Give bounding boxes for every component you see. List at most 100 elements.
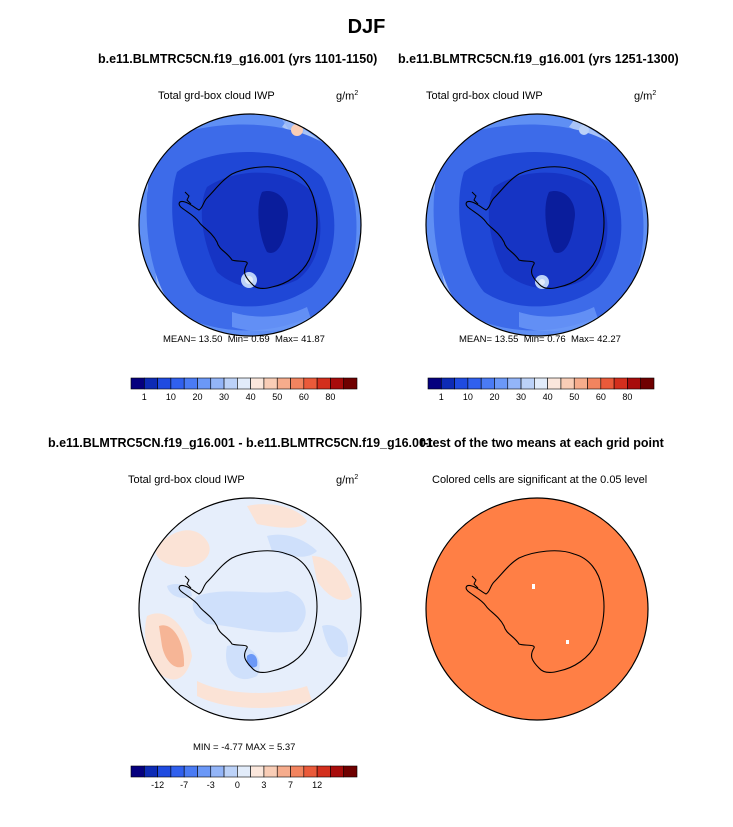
- colorbar-tick-label: 1: [439, 392, 444, 402]
- colorbar-swatch: [237, 377, 251, 390]
- colorbar-tick-label: 40: [543, 392, 553, 402]
- colorbar-swatch: [627, 377, 642, 390]
- panel4-note: Colored cells are significant at the 0.0…: [432, 474, 648, 486]
- colorbar-swatch: [454, 377, 469, 390]
- panel2-min-label: Min=: [523, 334, 545, 345]
- colorbar-swatch: [316, 377, 331, 390]
- panel3-max-value: 5.37: [276, 742, 296, 753]
- colorbar-swatch: [534, 377, 548, 390]
- colorbar-tick-label: 0: [235, 780, 240, 790]
- panel4-field: [426, 498, 648, 720]
- colorbar-swatch: [507, 377, 522, 390]
- panel1-coastline: [178, 166, 318, 290]
- colorbar-swatch: [197, 377, 212, 390]
- panel2-units: g/m: [634, 90, 653, 103]
- colorbar-swatch: [467, 377, 482, 390]
- colorbar-swatch: [223, 377, 238, 390]
- page-title: DJF: [347, 16, 386, 38]
- panel1-units: g/m: [336, 90, 355, 103]
- colorbar-swatch: [613, 377, 628, 390]
- colorbar-tick-label: 30: [516, 392, 526, 402]
- colorbar-swatch: [573, 377, 588, 390]
- panel3-field: [139, 498, 361, 720]
- panel3-colorbar: -12 -7 -3 0 3 7 12: [130, 765, 358, 790]
- colorbar-tick-label: 20: [192, 392, 202, 402]
- colorbar-swatch: [210, 765, 225, 778]
- colorbar-swatch: [237, 765, 251, 778]
- panel4-case-title: t-test of the two means at each grid poi…: [420, 436, 664, 450]
- panel2-mean-value: 13.55: [494, 334, 519, 345]
- colorbar-swatch: [427, 377, 442, 390]
- colorbar-swatch: [343, 377, 358, 390]
- colorbar-swatch: [343, 765, 358, 778]
- colorbar-swatch: [587, 377, 602, 390]
- colorbar-tick-label: 40: [246, 392, 256, 402]
- panel1-mean-label: MEAN=: [163, 334, 196, 345]
- colorbar-swatch: [640, 377, 655, 390]
- colorbar-tick-label: 1: [142, 392, 147, 402]
- panel1-mean-value: 13.50: [198, 334, 223, 345]
- colorbar-swatch: [600, 377, 615, 390]
- colorbar-swatch: [560, 377, 575, 390]
- colorbar-tick-label: 12: [312, 780, 322, 790]
- panel2-map: [425, 113, 649, 337]
- panel2-units-sup: 2: [652, 90, 657, 97]
- colorbar-swatch: [183, 377, 198, 390]
- panel1-field: [139, 114, 361, 336]
- panel1-min-value: 0.69: [251, 334, 270, 345]
- colorbar-tick-label: 80: [622, 392, 632, 402]
- colorbar-swatch: [143, 377, 158, 390]
- colorbar-tick-label: 10: [166, 392, 176, 402]
- colorbar-tick-label: 50: [272, 392, 282, 402]
- panel1-units-sup: 2: [354, 90, 359, 97]
- panel4-map: [425, 497, 649, 721]
- colorbar-swatch: [290, 765, 305, 778]
- colorbar-swatch: [330, 765, 345, 778]
- panel1-case-title: b.e11.BLMTRC5CN.f19_g16.001 (yrs 1101-11…: [98, 52, 378, 66]
- panel3-units-sup: 2: [354, 474, 359, 481]
- colorbar-swatch: [276, 377, 291, 390]
- panel3-units-label: g/m2: [336, 474, 358, 487]
- colorbar-swatch: [263, 377, 278, 390]
- colorbar-swatch: [223, 765, 238, 778]
- panel2-mean-label: MEAN=: [459, 334, 492, 345]
- panel1-units-label: g/m2: [336, 90, 358, 103]
- panel1-map-border: [138, 113, 362, 337]
- panel2-field: [426, 114, 648, 336]
- panel3-min-value: -4.77: [221, 742, 243, 753]
- panel2-colorbar: 1 10 20 30 40 50 60 80: [427, 377, 655, 402]
- panel3-variable-label: Total grd-box cloud IWP: [128, 474, 245, 486]
- colorbar-tick-label: 7: [288, 780, 293, 790]
- colorbar-tick-label: 30: [219, 392, 229, 402]
- panel3-stats: MIN = -4.77 MAX = 5.37: [193, 742, 295, 753]
- panel1-map: [138, 113, 362, 337]
- colorbar-tick-label: 60: [596, 392, 606, 402]
- panel2-stats: MEAN= 13.55 Min= 0.76 Max= 42.27: [459, 334, 621, 345]
- colorbar-swatch: [480, 377, 495, 390]
- colorbar-swatch: [494, 377, 509, 390]
- colorbar-swatch: [250, 377, 265, 390]
- panel3-map-border: [138, 497, 362, 721]
- colorbar-tick-label: 3: [261, 780, 266, 790]
- colorbar-swatch: [440, 377, 455, 390]
- colorbar-tick-label: -3: [207, 780, 215, 790]
- colorbar-swatch: [130, 377, 145, 390]
- panel1-min-label: Min=: [227, 334, 249, 345]
- panel1-colorbar: 1 10 20 30 40 50 60 80: [130, 377, 358, 402]
- colorbar-tick-label: 20: [489, 392, 499, 402]
- colorbar-swatch: [170, 765, 185, 778]
- panel2-variable-label: Total grd-box cloud IWP: [426, 90, 543, 102]
- colorbar-swatch: [197, 765, 212, 778]
- colorbar-swatch: [330, 377, 345, 390]
- panel2-max-label: Max=: [570, 334, 595, 345]
- colorbar-tick-label: -12: [151, 780, 164, 790]
- colorbar-swatch: [316, 765, 331, 778]
- panel3-max-label: MAX =: [245, 742, 275, 753]
- colorbar-swatch: [143, 765, 158, 778]
- colorbar-tick-label: 10: [463, 392, 473, 402]
- panel4-map-border: [425, 497, 649, 721]
- colorbar-swatch: [303, 377, 318, 390]
- panel1-stats: MEAN= 13.50 Min= 0.69 Max= 41.87: [163, 334, 325, 345]
- colorbar-swatch: [170, 377, 185, 390]
- panel4-coastline: [465, 550, 605, 674]
